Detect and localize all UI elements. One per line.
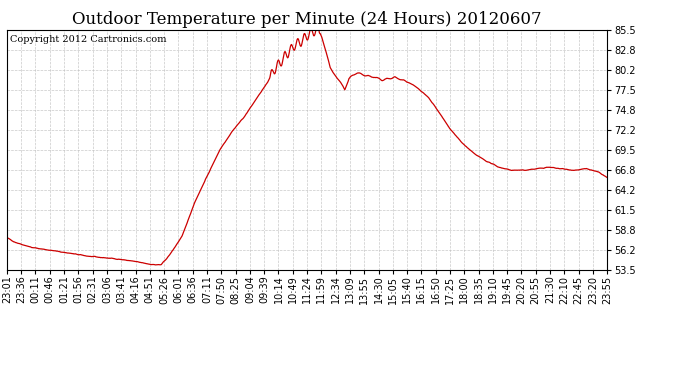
Text: Copyright 2012 Cartronics.com: Copyright 2012 Cartronics.com — [10, 35, 166, 44]
Title: Outdoor Temperature per Minute (24 Hours) 20120607: Outdoor Temperature per Minute (24 Hours… — [72, 12, 542, 28]
